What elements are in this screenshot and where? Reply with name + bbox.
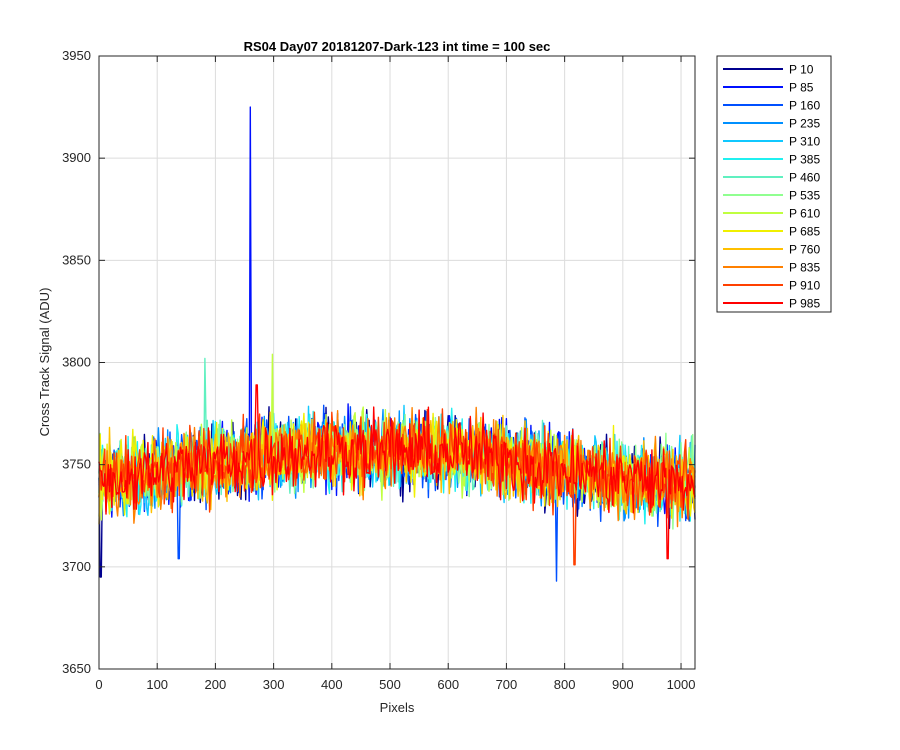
series-lines [98, 106, 696, 582]
legend-label: P 460 [789, 171, 820, 185]
y-tick-label: 3700 [62, 559, 91, 574]
legend-label: P 685 [789, 225, 820, 239]
y-tick-label: 3900 [62, 150, 91, 165]
legend-label: P 535 [789, 189, 820, 203]
x-tick-label: 100 [146, 677, 168, 692]
x-tick-label: 200 [205, 677, 227, 692]
x-tick-label: 700 [496, 677, 518, 692]
x-tick-label: 600 [437, 677, 459, 692]
y-tick-label: 3750 [62, 457, 91, 472]
x-axis-label: Pixels [380, 700, 415, 715]
x-tick-label: 400 [321, 677, 343, 692]
legend-label: P 910 [789, 279, 820, 293]
legend-label: P 985 [789, 297, 820, 311]
legend: P 10 P 85 P 160 P 235 P 310 P 385 P 460 P 535 P … [716, 55, 832, 313]
y-tick-label: 3850 [62, 252, 91, 267]
legend-label: P 235 [789, 117, 820, 131]
legend-label: P 760 [789, 243, 820, 257]
legend-label: P 610 [789, 207, 820, 221]
legend-label: P 310 [789, 135, 820, 149]
plot-area: 0 100 200 300 400 500 600 700 800 900 1000 3650 370… [62, 48, 696, 692]
y-axis-ticks: 3650 3700 3750 3800 3850 3900 3950 [62, 48, 695, 676]
legend-label: P 385 [789, 153, 820, 167]
x-tick-label: 500 [379, 677, 401, 692]
y-tick-label: 3650 [62, 661, 91, 676]
x-tick-label: 1000 [667, 677, 696, 692]
legend-box [716, 55, 832, 313]
x-axis-ticks: 0 100 200 300 400 500 600 700 800 900 1000 [95, 56, 695, 692]
x-tick-label: 900 [612, 677, 634, 692]
legend-label: P 835 [789, 261, 820, 275]
x-tick-label: 300 [263, 677, 285, 692]
x-tick-label: 0 [95, 677, 102, 692]
chart-title: RS04 Day07 20181207-Dark-123 int time = … [244, 39, 551, 54]
series-line-p-985 [98, 384, 696, 560]
x-tick-label: 800 [554, 677, 576, 692]
y-tick-label: 3950 [62, 48, 91, 63]
y-tick-label: 3800 [62, 355, 91, 370]
legend-label: P 85 [789, 81, 814, 95]
legend-label: P 10 [789, 63, 814, 77]
legend-label: P 160 [789, 99, 820, 113]
y-axis-label: Cross Track Signal (ADU) [37, 288, 52, 437]
